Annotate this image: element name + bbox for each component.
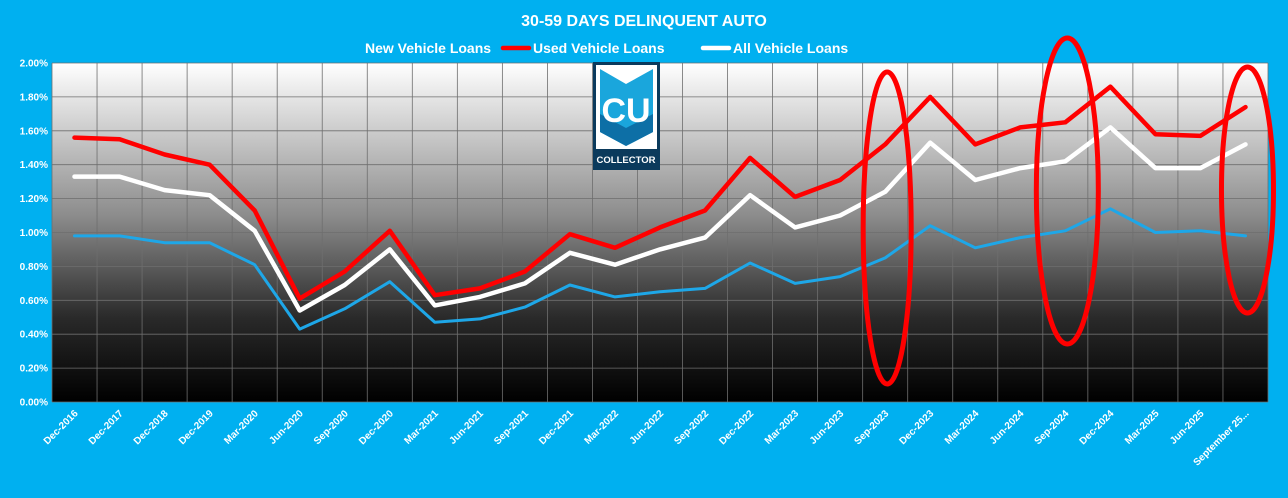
x-tick-label: Jun-2020: [267, 408, 306, 447]
legend-label: New Vehicle Loans: [365, 40, 491, 56]
logo-text: COLLECTOR: [597, 155, 656, 166]
x-tick-label: Dec-2020: [357, 408, 396, 447]
x-tick-label: Jun-2025: [1168, 408, 1207, 447]
legend-label: All Vehicle Loans: [733, 40, 848, 56]
x-tick-label: Dec-2019: [177, 408, 216, 447]
x-tick-label: Dec-2024: [1078, 408, 1117, 447]
x-tick-label: Mar-2025: [1123, 408, 1162, 447]
x-tick-label: Dec-2021: [537, 408, 576, 447]
highlight-ellipse: [1218, 64, 1276, 316]
x-axis: Dec-2016 Dec-2017 Dec-2018 Dec-2019 Mar-2020…: [42, 408, 1252, 468]
chart-title: 30-59 DAYS DELINQUENT AUTO: [521, 13, 767, 30]
y-tick-label: 0.00%: [20, 398, 48, 409]
series-lines: [72, 84, 1248, 331]
y-tick-label: 2.00%: [20, 59, 48, 70]
y-axis: 0.00% 0.20% 0.40% 0.60% 0.80% 1.00% 1.20% 1.40%…: [20, 59, 48, 409]
x-tick-label: Sep-2021: [492, 408, 531, 447]
y-tick-label: 0.60%: [20, 296, 48, 307]
y-tick-label: 1.80%: [20, 92, 48, 103]
cu-collector-logo: CU COLLECTOR: [593, 62, 660, 170]
x-tick-label: Sep-2023: [852, 408, 891, 447]
y-tick-label: 1.60%: [20, 126, 48, 137]
x-tick-label: Dec-2022: [717, 408, 756, 447]
x-tick-label: Jun-2022: [628, 408, 667, 447]
series-line-1: [73, 207, 1247, 331]
series-line-2: [72, 84, 1248, 301]
x-tick-label: Sep-2024: [1033, 408, 1072, 447]
x-tick-label: Dec-2018: [132, 408, 171, 447]
y-tick-label: 0.20%: [20, 364, 48, 375]
x-tick-label: Dec-2023: [898, 408, 937, 447]
y-tick-label: 1.40%: [20, 160, 48, 171]
x-tick-label: Mar-2022: [583, 408, 622, 447]
y-tick-label: 1.20%: [20, 194, 48, 205]
legend: New Vehicle Loans Used Vehicle Loans All V…: [365, 40, 848, 56]
x-tick-label: Jun-2024: [988, 408, 1027, 447]
y-tick-label: 1.00%: [20, 228, 48, 239]
series-line-3: [72, 125, 1248, 313]
legend-label: Used Vehicle Loans: [533, 40, 665, 56]
highlight-ellipse: [1033, 35, 1101, 347]
x-tick-label: Sep-2020: [312, 408, 351, 447]
x-tick-label: Mar-2023: [763, 408, 802, 447]
annotations: [860, 35, 1276, 387]
highlight-ellipse: [860, 69, 914, 387]
x-tick-label: Mar-2020: [222, 408, 261, 447]
x-tick-label: Jun-2023: [808, 408, 847, 447]
y-tick-label: 0.40%: [20, 330, 48, 341]
x-tick-label: Mar-2021: [402, 408, 441, 447]
y-tick-label: 0.80%: [20, 262, 48, 273]
x-tick-label: Dec-2017: [87, 408, 126, 447]
x-tick-label: Sep-2022: [672, 408, 711, 447]
x-tick-label: Mar-2024: [943, 408, 982, 447]
logo-mark: CU: [601, 92, 650, 130]
x-tick-label: Dec-2016: [42, 408, 81, 447]
x-tick-label: Jun-2021: [448, 408, 487, 447]
